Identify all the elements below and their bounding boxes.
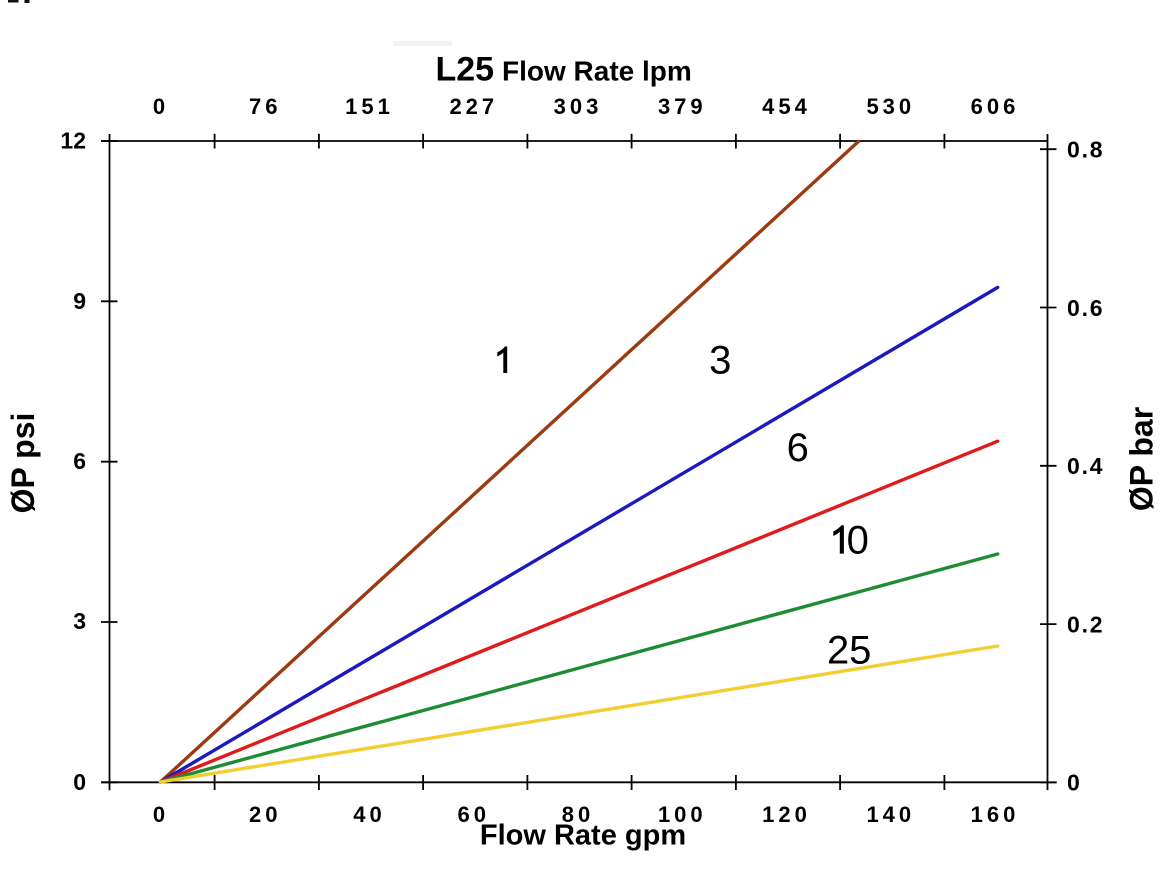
svg-text:6: 6: [73, 448, 86, 474]
svg-text:303: 303: [554, 94, 603, 119]
svg-text:227: 227: [449, 94, 498, 119]
svg-text:9: 9: [73, 288, 86, 314]
svg-text:0: 0: [847, 519, 869, 563]
svg-text:120: 120: [762, 802, 811, 827]
svg-text:454: 454: [762, 94, 811, 119]
svg-text:0.8: 0.8: [1067, 137, 1104, 163]
svg-text:0: 0: [1067, 770, 1082, 796]
svg-text:ØP psi: ØP psi: [5, 413, 41, 514]
svg-text:151: 151: [345, 94, 394, 119]
svg-text:80: 80: [562, 802, 594, 827]
svg-text:20: 20: [249, 802, 281, 827]
svg-text:3: 3: [709, 338, 731, 382]
svg-text:25: 25: [827, 629, 872, 673]
svg-text:140: 140: [866, 802, 915, 827]
svg-text:0.6: 0.6: [1067, 295, 1104, 321]
svg-text:0: 0: [153, 802, 169, 827]
svg-text:530: 530: [866, 94, 915, 119]
svg-text:12: 12: [60, 127, 86, 153]
svg-text:3: 3: [73, 608, 86, 634]
svg-text:606: 606: [971, 94, 1020, 119]
svg-text:60: 60: [458, 802, 490, 827]
svg-text:0: 0: [153, 94, 169, 119]
svg-text:L25: L25: [436, 51, 495, 89]
svg-text:40: 40: [353, 802, 385, 827]
svg-text:379: 379: [658, 94, 707, 119]
svg-text:160: 160: [971, 802, 1020, 827]
svg-text:ØP bar: ØP bar: [1124, 407, 1160, 511]
svg-text:76: 76: [249, 94, 281, 119]
svg-text:Flow Rate lpm: Flow Rate lpm: [502, 56, 692, 87]
svg-text:Flow Rate gpm: Flow Rate gpm: [480, 820, 686, 852]
svg-text:100: 100: [658, 802, 707, 827]
svg-text:6: 6: [787, 426, 809, 470]
svg-text:0.4: 0.4: [1067, 453, 1104, 479]
svg-text:0.2: 0.2: [1067, 611, 1104, 637]
svg-text:0: 0: [73, 769, 86, 795]
